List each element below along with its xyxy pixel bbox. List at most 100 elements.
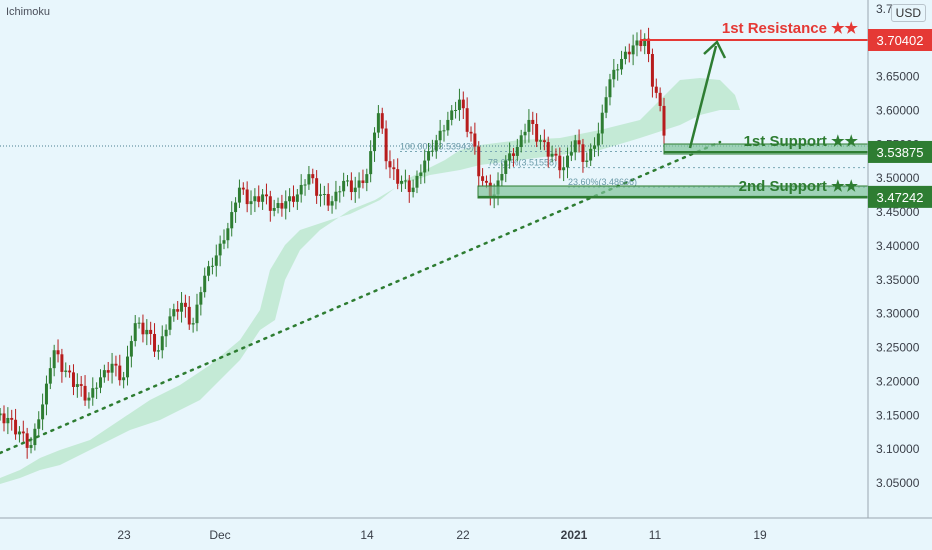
candle-body (450, 110, 454, 120)
candle-body (380, 113, 384, 129)
candle-body (639, 40, 643, 47)
candle-body (454, 110, 458, 112)
support-1-label: 1st Support ★★ (744, 133, 859, 150)
candle-body (122, 377, 126, 381)
candle-body (234, 202, 238, 213)
fib-label: 23.60%(3.48666) (568, 177, 637, 187)
candle-body (396, 169, 400, 184)
candle-body (373, 132, 377, 152)
price-badge (868, 185, 932, 208)
candle-body (658, 92, 662, 106)
candle-body (180, 302, 184, 312)
candle-body (650, 54, 654, 87)
candle-body (384, 128, 388, 162)
candle-body (118, 365, 122, 381)
candle-body (550, 153, 554, 157)
candle-body (643, 38, 647, 47)
candle-body (10, 417, 14, 420)
price-badge-label: 3.70402 (877, 33, 924, 48)
candle-body (214, 255, 218, 266)
candle-body (322, 193, 326, 195)
candle-body (226, 228, 230, 241)
candle-body (477, 146, 481, 177)
candle-body (64, 370, 68, 372)
candle-body (203, 275, 207, 293)
candle-body (87, 397, 91, 401)
candle-body (33, 428, 37, 446)
x-tick-label: 11 (649, 528, 662, 542)
candle-body (268, 196, 272, 211)
candle-body (411, 187, 415, 193)
candle-body (585, 160, 589, 162)
candle-body (627, 51, 631, 55)
candle-body (542, 140, 546, 143)
candle-body (261, 194, 265, 202)
indicator-label[interactable]: Ichimoku (6, 6, 51, 18)
candle-body (48, 368, 52, 384)
candle-body (68, 370, 72, 373)
candle-body (662, 105, 666, 136)
candle-body (481, 176, 485, 181)
candle-body (519, 135, 523, 148)
candle-body (199, 292, 203, 305)
candle-body (137, 322, 141, 324)
x-tick-label: 2021 (561, 528, 588, 542)
candle-body (438, 130, 442, 141)
candle-body (515, 147, 519, 156)
candle-body (299, 184, 303, 195)
candle-body (365, 174, 369, 184)
candle-body (566, 155, 570, 168)
candle-body (295, 194, 299, 202)
y-tick-label: 3.35000 (876, 273, 920, 287)
candle-body (307, 174, 311, 185)
candle-body (183, 302, 187, 307)
candle-body (546, 142, 550, 157)
candle-body (604, 97, 608, 113)
fib-label: 78.60%(3.51558) (488, 158, 557, 168)
candle-body (349, 180, 353, 193)
candle-body (446, 119, 450, 131)
candle-body (71, 372, 75, 387)
candle-body (600, 112, 604, 134)
candle-body (176, 309, 180, 312)
candle-body (187, 306, 191, 325)
candle-body (110, 363, 114, 373)
candle-body (647, 38, 651, 55)
ichimoku-cloud (0, 78, 740, 484)
candle-body (168, 316, 172, 330)
candle-body (245, 189, 249, 205)
candle-body (612, 69, 616, 80)
candle-body (357, 180, 361, 188)
candle-body (17, 431, 21, 435)
candle-body (511, 153, 515, 156)
y-tick-label: 3.05000 (876, 476, 920, 490)
currency-button[interactable]: USD (890, 4, 926, 22)
x-tick-label: 19 (753, 528, 767, 542)
candle-body (500, 173, 504, 181)
candle-body (160, 336, 164, 351)
candle-body (596, 133, 600, 146)
candle-body (423, 160, 427, 173)
candle-body (303, 184, 307, 186)
candle-body (0, 413, 2, 416)
candle-body (249, 201, 253, 205)
candle-body (589, 148, 593, 161)
price-badge (868, 140, 932, 163)
candle-body (562, 167, 566, 171)
candle-body (318, 194, 322, 196)
candle-body (388, 161, 392, 168)
candle-body (430, 150, 434, 152)
candle-body (37, 419, 41, 429)
candle-body (52, 350, 56, 369)
candle-body (457, 99, 461, 111)
candle-body (284, 201, 288, 209)
candle-body (241, 187, 245, 190)
candle-body (442, 130, 446, 132)
candle-body (164, 329, 168, 337)
candle-body (276, 203, 280, 208)
y-tick-label: 3.20000 (876, 374, 920, 388)
candle-body (291, 196, 295, 202)
